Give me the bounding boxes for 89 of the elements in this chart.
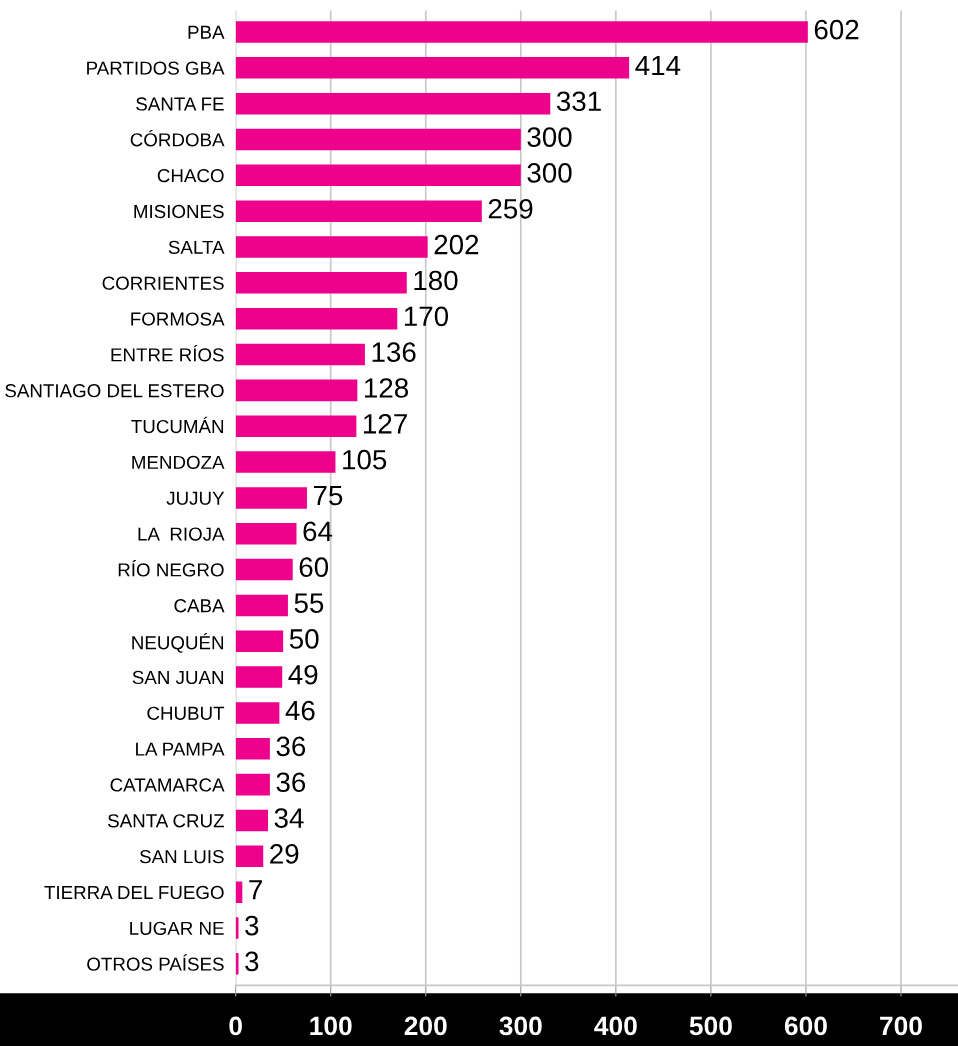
bar <box>235 379 358 402</box>
y-tick-label: RÍO NEGRO <box>118 560 224 577</box>
y-tick-label: SANTIAGO DEL ESTERO <box>5 384 224 398</box>
y-tick-label: MISIONES <box>134 204 224 219</box>
y-tick-label: CHACO <box>157 169 224 183</box>
y-tick-label: CATAMARCA <box>110 778 225 792</box>
data-label: 414 <box>635 55 681 75</box>
data-label: 602 <box>814 19 859 40</box>
data-label: 29 <box>270 844 299 864</box>
x-tick-label: 0 <box>229 1016 242 1036</box>
bar <box>235 845 264 868</box>
data-label: 3 <box>245 915 259 936</box>
y-tick-label: ENTRE RÍOS <box>111 345 224 362</box>
bar <box>235 236 428 258</box>
y-tick-label: CÓRDOBA <box>130 130 225 147</box>
y-tick-label: FORMOSA <box>131 312 225 326</box>
x-tick-label: 200 <box>404 1016 447 1036</box>
bar <box>235 666 283 688</box>
data-label: 64 <box>303 521 333 542</box>
data-label: 300 <box>527 163 572 183</box>
data-label: 331 <box>556 91 601 112</box>
data-label: 49 <box>288 664 318 685</box>
data-label: 259 <box>488 198 533 219</box>
y-tick-label: LUGAR NE <box>130 921 224 935</box>
y-tick-label: JUJUY <box>166 491 225 505</box>
bar <box>235 200 482 222</box>
data-label: 75 <box>313 485 343 506</box>
y-tick-label: SAN LUIS <box>139 850 224 864</box>
y-tick-label: SANTA CRUZ <box>108 814 224 828</box>
bar <box>235 630 284 653</box>
bar <box>235 522 297 545</box>
y-tick-label: CABA <box>174 599 225 613</box>
data-label: 136 <box>372 342 416 362</box>
data-label: 127 <box>364 414 407 434</box>
y-tick-label: SALTA <box>168 240 225 254</box>
y-tick-label: TIERRA DEL FUEGO <box>44 885 224 900</box>
data-label: 128 <box>365 378 409 398</box>
y-tick-label: TUCUMÁN <box>131 416 224 434</box>
bar <box>235 773 270 796</box>
data-label: 170 <box>404 306 449 327</box>
bar <box>235 164 521 187</box>
bar <box>235 881 243 903</box>
bar <box>235 594 288 617</box>
bar <box>235 92 551 115</box>
data-label: 300 <box>527 127 572 147</box>
x-tick-label: 700 <box>880 1016 922 1036</box>
y-tick-label: MENDOZA <box>132 455 225 470</box>
bar <box>235 953 239 975</box>
x-tick-label: 100 <box>310 1016 352 1036</box>
x-tick-label: 300 <box>499 1016 542 1036</box>
data-label: 180 <box>414 270 458 291</box>
bar <box>235 917 239 939</box>
data-label: 34 <box>274 808 304 828</box>
y-tick-label: LA RIOJA <box>138 527 225 541</box>
bar <box>235 415 357 437</box>
y-tick-label: PARTIDOS GBA <box>87 61 225 75</box>
y-tick-label: PBA <box>188 25 225 39</box>
bar <box>235 809 268 832</box>
y-tick-label: NEUQUÉN <box>132 632 224 653</box>
data-label: 36 <box>276 736 306 757</box>
bar <box>235 738 270 760</box>
data-label: 55 <box>294 593 324 613</box>
data-label: 50 <box>289 629 319 649</box>
y-tick-label: CHUBUT <box>147 706 225 720</box>
y-tick-label: CORRIENTES <box>102 276 224 290</box>
bar <box>235 487 307 509</box>
y-tick-label: LA PAMPA <box>136 742 225 756</box>
bar <box>235 272 407 294</box>
bar <box>235 21 808 43</box>
x-tick-label: 500 <box>689 1016 732 1036</box>
x-tick-label: 400 <box>594 1016 637 1036</box>
x-tick-label: 600 <box>784 1016 827 1036</box>
data-label: 7 <box>249 880 262 900</box>
bar <box>235 128 521 151</box>
bar <box>235 343 365 366</box>
bar <box>235 57 630 79</box>
bar <box>235 307 398 330</box>
data-label: 202 <box>434 234 479 255</box>
data-label: 3 <box>245 951 259 972</box>
data-label: 46 <box>285 700 315 721</box>
y-tick-label: OTROS PAÍSES <box>87 954 224 971</box>
y-tick-label: SAN JUAN <box>132 670 224 685</box>
bar <box>235 451 336 473</box>
y-tick-label: SANTA FE <box>136 97 224 111</box>
data-label: 36 <box>276 772 306 793</box>
bar <box>235 702 280 724</box>
bar <box>235 558 293 581</box>
data-label: 105 <box>343 449 387 470</box>
data-label: 60 <box>299 557 329 578</box>
